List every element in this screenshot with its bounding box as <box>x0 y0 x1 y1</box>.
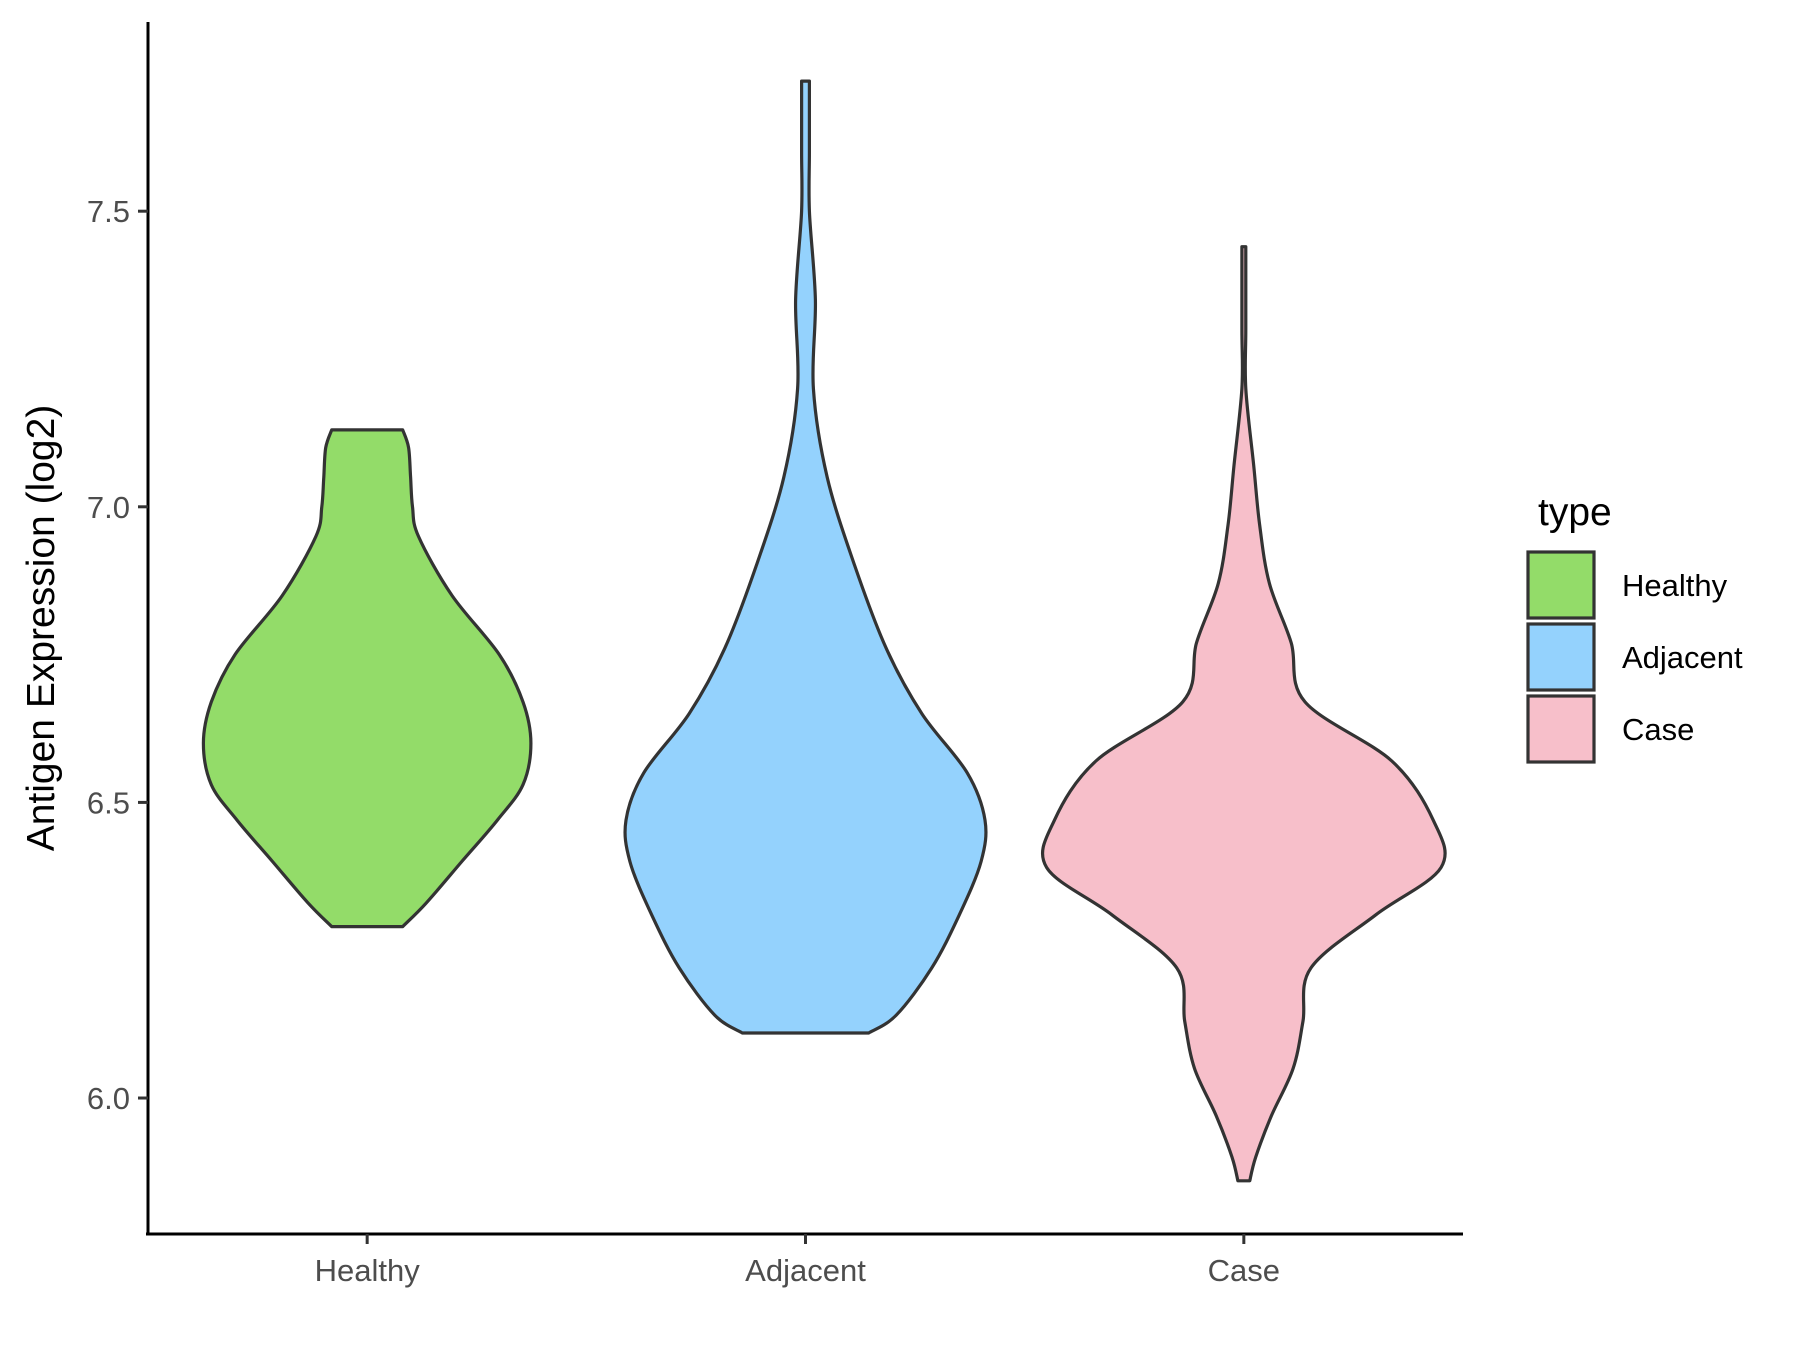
legend-label-adjacent: Adjacent <box>1622 640 1743 675</box>
y-axis-title: Antigen Expression (log2) <box>20 405 63 852</box>
legend-title: type <box>1538 491 1612 534</box>
y-tick-label: 7.5 <box>87 194 130 229</box>
legend-label-case: Case <box>1622 712 1694 747</box>
legend-swatch-healthy <box>1526 550 1596 620</box>
violin-healthy <box>201 428 533 929</box>
violin-layer <box>201 79 1447 1183</box>
y-ticks: 6.0 6.5 7.0 7.5 <box>87 194 148 1116</box>
legend-label-healthy: Healthy <box>1622 568 1728 603</box>
x-tick-label: Adjacent <box>745 1253 866 1288</box>
y-tick-label: 6.5 <box>87 785 130 820</box>
legend-swatch-case <box>1526 694 1596 764</box>
legend: type Healthy Adjacent Case <box>1526 491 1743 764</box>
y-tick-label: 6.0 <box>87 1081 130 1116</box>
y-tick-label: 7.0 <box>87 490 130 525</box>
violin-adjacent <box>623 79 988 1035</box>
x-tick-label: Case <box>1208 1253 1280 1288</box>
violin-case <box>1041 245 1447 1183</box>
x-ticks: Healthy Adjacent Case <box>315 1234 1280 1288</box>
legend-swatch-adjacent <box>1526 622 1596 692</box>
x-tick-label: Healthy <box>315 1253 421 1288</box>
